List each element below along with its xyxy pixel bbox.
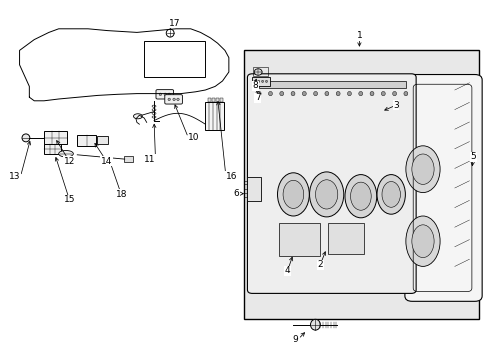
Ellipse shape: [302, 91, 305, 96]
FancyBboxPatch shape: [247, 74, 415, 293]
Ellipse shape: [254, 69, 262, 75]
Ellipse shape: [257, 91, 261, 96]
Ellipse shape: [159, 93, 161, 95]
Text: 11: 11: [143, 154, 155, 163]
Ellipse shape: [310, 319, 320, 330]
Ellipse shape: [405, 216, 439, 266]
Bar: [253, 67, 267, 76]
Ellipse shape: [324, 91, 328, 96]
Ellipse shape: [173, 98, 175, 100]
Bar: [259, 81, 405, 88]
Ellipse shape: [381, 181, 400, 207]
Ellipse shape: [345, 175, 376, 218]
Ellipse shape: [22, 134, 30, 142]
Ellipse shape: [403, 91, 407, 96]
Bar: [144, 41, 205, 77]
Ellipse shape: [369, 91, 373, 96]
FancyBboxPatch shape: [164, 95, 182, 104]
Ellipse shape: [290, 91, 294, 96]
Text: 9: 9: [292, 335, 298, 343]
Text: 15: 15: [63, 195, 75, 204]
Bar: [97, 136, 107, 144]
Ellipse shape: [59, 150, 73, 157]
Bar: [244, 50, 478, 319]
Ellipse shape: [411, 154, 433, 184]
Text: 8: 8: [252, 81, 258, 90]
Bar: [205, 102, 224, 130]
Ellipse shape: [376, 175, 405, 214]
Text: 7: 7: [254, 94, 260, 102]
Ellipse shape: [315, 180, 337, 209]
Ellipse shape: [268, 91, 272, 96]
Bar: [246, 177, 260, 201]
Ellipse shape: [283, 180, 303, 208]
Ellipse shape: [261, 80, 263, 82]
Ellipse shape: [381, 91, 385, 96]
Ellipse shape: [177, 98, 179, 100]
Text: 2: 2: [317, 260, 323, 269]
Text: 16: 16: [225, 172, 237, 181]
Text: 3: 3: [392, 100, 398, 109]
Ellipse shape: [313, 91, 317, 96]
Text: 12: 12: [63, 157, 75, 166]
Text: 14: 14: [101, 157, 112, 166]
Ellipse shape: [277, 173, 308, 216]
Text: 4: 4: [284, 266, 290, 275]
Bar: [77, 135, 96, 146]
Bar: [215, 98, 219, 102]
FancyBboxPatch shape: [156, 90, 173, 99]
Text: 5: 5: [469, 152, 475, 161]
Ellipse shape: [358, 91, 362, 96]
Ellipse shape: [168, 93, 170, 95]
Ellipse shape: [265, 80, 267, 82]
Bar: [219, 98, 223, 102]
Text: 17: 17: [169, 19, 181, 28]
Ellipse shape: [347, 91, 351, 96]
Ellipse shape: [309, 172, 343, 217]
Bar: [123, 156, 132, 162]
Text: 13: 13: [9, 172, 20, 181]
Ellipse shape: [350, 182, 370, 210]
Ellipse shape: [257, 80, 259, 82]
Bar: [207, 98, 211, 102]
Bar: [44, 131, 67, 144]
Ellipse shape: [279, 91, 283, 96]
Bar: [278, 223, 320, 256]
Ellipse shape: [133, 114, 142, 119]
Ellipse shape: [253, 80, 255, 82]
Ellipse shape: [411, 225, 433, 258]
Ellipse shape: [392, 91, 396, 96]
Ellipse shape: [405, 146, 439, 193]
Text: 10: 10: [188, 133, 200, 142]
Bar: [211, 98, 215, 102]
Ellipse shape: [168, 98, 170, 100]
Text: 18: 18: [115, 190, 127, 199]
Bar: [327, 223, 364, 254]
Text: 6: 6: [233, 189, 239, 198]
Text: 1: 1: [356, 31, 362, 40]
Ellipse shape: [336, 91, 340, 96]
Ellipse shape: [164, 93, 166, 95]
Bar: [44, 144, 61, 154]
Bar: [251, 77, 270, 86]
FancyBboxPatch shape: [404, 75, 481, 301]
